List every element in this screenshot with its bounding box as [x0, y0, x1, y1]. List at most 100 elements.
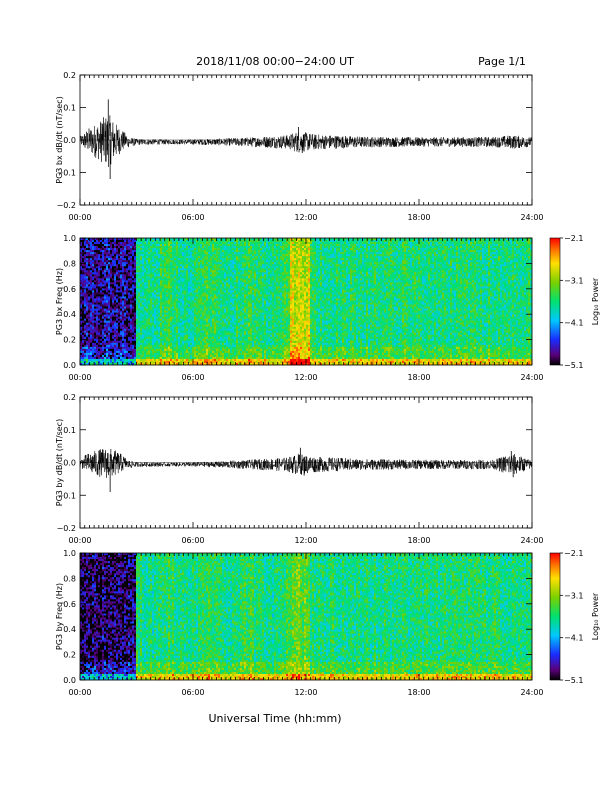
spectrogram-cell: [166, 292, 168, 294]
spectrogram-cell: [164, 274, 166, 276]
spectrogram-cell: [174, 244, 176, 246]
spectrogram-cell: [190, 323, 192, 325]
spectrogram-cell: [176, 296, 178, 298]
spectrogram-cell: [164, 268, 166, 270]
spectrogram-cell: [140, 268, 142, 270]
spectrogram-cell: [158, 268, 160, 270]
spectrogram-cell: [108, 296, 110, 298]
spectrogram-cell: [186, 359, 188, 361]
spectrogram-cell: [148, 276, 150, 278]
spectrogram-cell: [184, 280, 186, 282]
spectrogram-cell: [144, 270, 146, 272]
spectrogram-cell: [116, 300, 118, 302]
spectrogram-cell: [188, 319, 190, 321]
spectrogram-cell: [128, 264, 130, 266]
spectrogram-cell: [200, 288, 202, 290]
spectrogram-cell: [168, 319, 170, 321]
spectrogram-cell: [106, 311, 108, 313]
spectrogram-cell: [128, 292, 130, 294]
spectrogram-cell: [108, 321, 110, 323]
spectrogram-cell: [192, 278, 194, 280]
spectrogram-cell: [146, 349, 148, 351]
spectrogram-cell: [138, 319, 140, 321]
spectrogram-cell: [186, 323, 188, 325]
spectrogram-cell: [192, 266, 194, 268]
spectrogram-cell: [156, 351, 158, 353]
spectrogram-cell: [126, 355, 128, 357]
spectrogram-cell: [84, 276, 86, 278]
spectrogram-cell: [202, 341, 204, 343]
spectrogram-cell: [156, 286, 158, 288]
spectrogram-cell: [104, 260, 106, 262]
spectrogram-cell: [108, 313, 110, 315]
spectrogram-cell: [204, 244, 206, 246]
spectrogram-cell: [114, 309, 116, 311]
spectrogram-cell: [192, 248, 194, 250]
spectrogram-cell: [196, 280, 198, 282]
spectrogram-cell: [192, 315, 194, 317]
spectrogram-cell: [98, 250, 100, 252]
spectrogram-cell: [106, 256, 108, 258]
spectrogram-cell: [164, 347, 166, 349]
spectrogram-cell: [112, 280, 114, 282]
spectrogram-cell: [182, 248, 184, 250]
spectrogram-cell: [90, 325, 92, 327]
spectrogram-cell: [96, 274, 98, 276]
spectrogram-cell: [142, 254, 144, 256]
spectrogram-cell: [184, 335, 186, 337]
spectrogram-cell: [84, 280, 86, 282]
spectrogram-cell: [110, 307, 112, 309]
spectrogram-cell: [106, 260, 108, 262]
spectrogram-cell: [108, 276, 110, 278]
spectrogram-cell: [146, 270, 148, 272]
spectrogram-cell: [126, 359, 128, 361]
spectrogram-cell: [92, 290, 94, 292]
spectrogram-cell: [82, 357, 84, 359]
spectrogram-cell: [122, 317, 124, 319]
spectrogram-cell: [92, 349, 94, 351]
spectrogram-cell: [196, 256, 198, 258]
spectrogram-cell: [196, 309, 198, 311]
spectrogram-cell: [206, 288, 208, 290]
spectrogram-cell: [154, 329, 156, 331]
spectrogram-cell: [150, 321, 152, 323]
spectrogram-cell: [92, 300, 94, 302]
spectrogram-cell: [90, 349, 92, 351]
spectrogram-cell: [124, 290, 126, 292]
spectrogram-cell: [108, 290, 110, 292]
spectrogram-cell: [180, 307, 182, 309]
spectrogram-cell: [90, 294, 92, 296]
spectrogram-cell: [144, 276, 146, 278]
spectrogram-cell: [180, 311, 182, 313]
spectrogram-cell: [100, 347, 102, 349]
spectrogram-cell: [140, 313, 142, 315]
spectrogram-cell: [134, 321, 136, 323]
spectrogram-cell: [138, 307, 140, 309]
spectrogram-cell: [120, 303, 122, 305]
spectrogram-cell: [82, 311, 84, 313]
spectrogram-cell: [162, 359, 164, 361]
spectrogram-cell: [136, 303, 138, 305]
spectrogram-cell: [156, 248, 158, 250]
spectrogram-cell: [106, 345, 108, 347]
spectrogram-cell: [108, 305, 110, 307]
spectrogram-cell: [102, 246, 104, 248]
spectrogram-cell: [182, 337, 184, 339]
spectrogram-cell: [158, 315, 160, 317]
spectrogram-cell: [96, 300, 98, 302]
spectrogram-cell: [106, 292, 108, 294]
spectrogram-cell: [170, 264, 172, 266]
spectrogram-cell: [174, 246, 176, 248]
spectrogram-cell: [130, 339, 132, 341]
spectrogram-cell: [186, 311, 188, 313]
spectrogram-cell: [120, 268, 122, 270]
spectrogram-cell: [154, 339, 156, 341]
spectrogram-cell: [120, 329, 122, 331]
spectrogram-cell: [136, 286, 138, 288]
spectrogram-cell: [178, 341, 180, 343]
spectrogram-cell: [162, 242, 164, 244]
spectrogram-cell: [206, 266, 208, 268]
spectrogram-cell: [194, 284, 196, 286]
spectrogram-cell: [188, 258, 190, 260]
spectrogram-cell: [176, 288, 178, 290]
